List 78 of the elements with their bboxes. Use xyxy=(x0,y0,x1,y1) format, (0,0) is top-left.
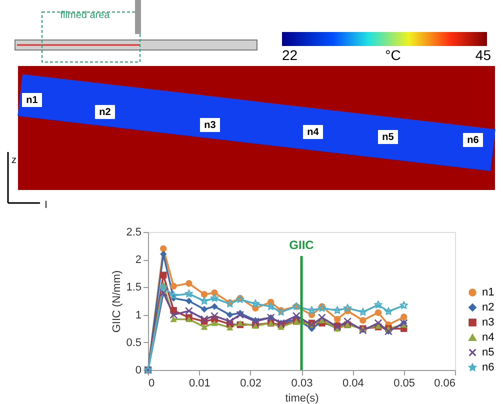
y-axis-title: GIIC (N/mm) xyxy=(111,270,124,333)
y-tick-label: 2.5 xyxy=(126,226,142,238)
point xyxy=(236,310,244,319)
text: 45 xyxy=(475,47,492,63)
point xyxy=(334,316,341,323)
y-tick-label: 0.5 xyxy=(126,336,142,349)
point xyxy=(266,302,275,310)
point xyxy=(160,245,167,252)
y-tick-label: 2 xyxy=(135,254,142,266)
x-tick-label: 0.01 xyxy=(188,378,210,390)
text: l xyxy=(44,200,48,211)
y-tick-label: 0 xyxy=(135,364,142,376)
point xyxy=(360,316,366,324)
point xyxy=(200,291,208,298)
point xyxy=(374,300,382,308)
x-tick-label: 0.03 xyxy=(291,378,313,390)
point xyxy=(200,315,208,324)
point xyxy=(186,280,192,287)
x-tick-label: 0.05 xyxy=(394,378,416,390)
x-tick-label: 0 xyxy=(148,378,155,390)
point xyxy=(200,296,208,304)
point xyxy=(308,306,316,314)
point xyxy=(210,294,218,302)
text: n5 xyxy=(382,132,394,143)
text: n3 xyxy=(204,120,216,131)
text: n6 xyxy=(467,135,480,146)
point xyxy=(184,306,193,315)
point xyxy=(185,290,193,298)
point xyxy=(400,301,408,309)
point xyxy=(344,304,352,312)
point xyxy=(186,298,192,304)
point xyxy=(226,324,234,330)
point xyxy=(170,291,178,299)
legend-label: n4 xyxy=(482,332,494,344)
legend-label: n6 xyxy=(482,362,494,374)
legend-label: n2 xyxy=(482,302,494,314)
text: n4 xyxy=(307,127,320,138)
text: n1 xyxy=(26,95,38,106)
text: filmed area xyxy=(60,10,110,21)
ref-line-label: GIIC xyxy=(289,238,314,252)
point xyxy=(344,317,352,326)
point xyxy=(318,314,326,322)
point xyxy=(160,272,167,278)
point xyxy=(211,303,218,310)
point xyxy=(210,312,219,320)
point xyxy=(211,320,218,326)
point xyxy=(252,300,260,308)
text: 22 xyxy=(282,47,298,63)
point xyxy=(400,314,408,320)
point xyxy=(384,307,392,315)
point xyxy=(374,309,382,316)
legend-label: n5 xyxy=(482,346,494,358)
point xyxy=(278,324,284,330)
legend-label: n1 xyxy=(482,286,494,298)
x-tick-label: 0.02 xyxy=(240,378,262,390)
point xyxy=(170,316,177,322)
x-tick-label: 0.06 xyxy=(434,378,456,390)
text: °C xyxy=(385,47,401,63)
point xyxy=(170,282,177,290)
y-tick-label: 1 xyxy=(135,309,142,322)
point xyxy=(160,250,167,258)
point xyxy=(226,317,234,326)
point xyxy=(292,312,300,320)
x-axis-title: time(s) xyxy=(285,392,319,404)
point xyxy=(160,283,168,291)
text: n2 xyxy=(99,107,112,118)
x-tick-label: 0.04 xyxy=(342,378,364,390)
point xyxy=(200,324,208,330)
point xyxy=(333,306,342,314)
point xyxy=(236,320,244,326)
point xyxy=(200,306,208,313)
y-tick-label: 1.5 xyxy=(126,282,142,294)
text: z xyxy=(12,155,16,166)
point xyxy=(159,288,168,297)
legend-label: n3 xyxy=(482,316,494,328)
point xyxy=(359,308,367,316)
point xyxy=(170,310,178,319)
point xyxy=(226,311,234,318)
